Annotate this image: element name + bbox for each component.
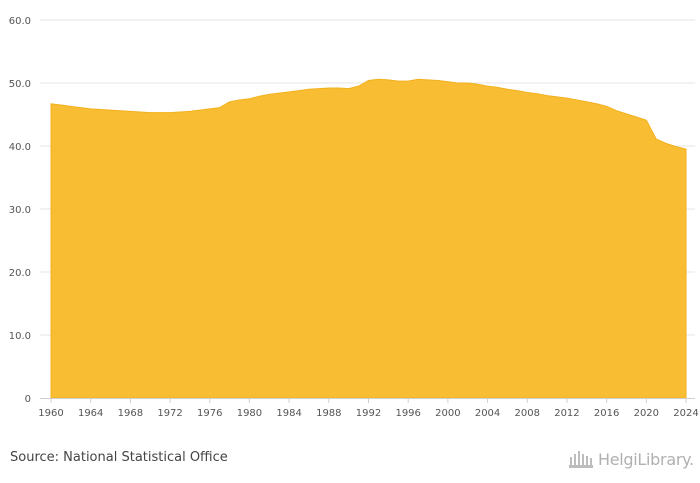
area-series-fill <box>50 78 687 399</box>
y-tick-label: 20.0 <box>9 268 31 279</box>
y-tick-label: 40.0 <box>9 142 31 153</box>
y-axis-tick-labels: 0 10.0 20.0 30.0 40.0 50.0 60.0 <box>9 16 31 405</box>
x-tick-label: 1980 <box>237 408 262 419</box>
y-tick-label: 50.0 <box>9 79 31 90</box>
y-tick-label: 10.0 <box>9 331 31 342</box>
x-tick-label: 2000 <box>435 408 460 419</box>
x-tick-label: 1976 <box>197 408 222 419</box>
x-tick-label: 1996 <box>395 408 420 419</box>
source-note: Source: National Statistical Office <box>10 450 228 465</box>
area-chart: 010.020.030.040.050.060.0 1960 1964 1968 19… <box>9 16 699 419</box>
x-tick-label: 2020 <box>634 408 659 419</box>
x-tick-label: 2016 <box>594 408 619 419</box>
library-building-icon <box>569 451 593 468</box>
x-tick-label: 1960 <box>38 408 63 419</box>
y-tick-label: 60.0 <box>9 16 31 27</box>
x-tick-label: 2012 <box>554 408 579 419</box>
x-tick-label: 1972 <box>157 408 182 419</box>
x-tick-label: 1992 <box>356 408 381 419</box>
area-series <box>50 78 687 399</box>
x-tick-label: 1988 <box>316 408 341 419</box>
y-tick-label: 0 <box>25 394 31 405</box>
x-tick-label: 1984 <box>276 408 301 419</box>
brand-name: HelgiLibrary. <box>598 449 694 469</box>
x-axis <box>40 398 695 403</box>
x-axis-tick-labels: 1960 1964 1968 1972 1976 1980 1984 1988 1992 1996… <box>38 408 698 419</box>
x-tick-label: 1964 <box>78 408 103 419</box>
helgi-library-logo[interactable]: HelgiLibrary. <box>568 446 694 472</box>
x-tick-label: 2004 <box>475 408 500 419</box>
x-tick-label: 2008 <box>515 408 540 419</box>
x-tick-label: 1968 <box>118 408 143 419</box>
y-tick-label: 30.0 <box>9 205 31 216</box>
x-tick-label: 2024 <box>673 408 698 419</box>
